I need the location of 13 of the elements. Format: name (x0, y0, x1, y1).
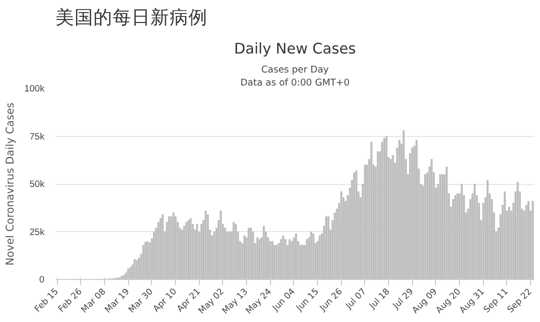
chart-subtitle: Daily New Cases (234, 40, 356, 58)
y-tick-label: 100k (24, 84, 45, 94)
y-tick-label: 25k (29, 226, 45, 237)
y-tick-label: 0 (39, 274, 45, 284)
y-tick-label: 50k (29, 179, 45, 189)
text: Cases per Day (261, 64, 330, 76)
y-axis-title: Novel Coronavirus Daily Cases (3, 102, 16, 266)
y-tick-label: 75k (29, 131, 45, 142)
x-tick-label: Mar 30 (127, 286, 156, 316)
x-tick-label: Jul 07 (344, 286, 368, 312)
chart-title: 美国的每日新病例 (56, 6, 208, 28)
x-tick-label: Jul 18 (367, 286, 392, 312)
text: Data as of 0:00 GMT+0 (240, 78, 350, 88)
